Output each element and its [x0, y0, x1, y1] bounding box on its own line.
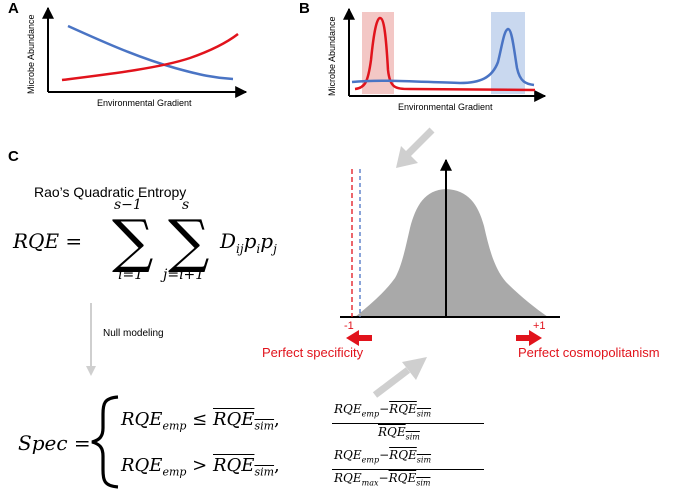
case2-fraction-bar — [332, 469, 484, 470]
case2-den-b: RQE — [388, 471, 417, 485]
rqe-p1-sub: i — [256, 242, 261, 256]
tick-plus-one: +1 — [533, 320, 546, 332]
perfect-specificity-label: Perfect specificity — [262, 345, 364, 360]
panel-a-letter: A — [8, 0, 19, 17]
panel-b-xlabel: Environmental Gradient — [398, 102, 493, 112]
case1-right-sub: sim — [254, 419, 275, 433]
case2-right-wrap: RQEsim — [213, 455, 275, 479]
case2-left: RQE — [121, 455, 163, 476]
rqe-sum2-upper: s — [182, 197, 190, 213]
case1-num-b-wrap: RQEsim — [389, 402, 432, 419]
case2-den-b-sub: sim — [416, 478, 431, 488]
rqe-sum1-lower: i=1 — [118, 267, 144, 283]
rqe-p1: p — [243, 229, 257, 253]
case1-left-sub: emp — [162, 419, 187, 433]
panel-a-red-curve — [61, 33, 239, 82]
null-distribution — [355, 189, 548, 317]
rqe-summand: Dijpipj — [220, 229, 277, 256]
case1-num-a: RQE — [334, 402, 362, 416]
spec-case2-numerator: RQEemp−RQEsim — [334, 448, 431, 464]
rqe-lhs: RQE = — [13, 229, 83, 253]
spec-case2-denominator: RQEmax−RQEsim — [334, 471, 430, 487]
case2-left-sub: emp — [162, 465, 187, 479]
panel-b-axes — [343, 7, 547, 102]
spec-case2-condition: RQEemp > RQEsim, — [121, 455, 280, 479]
rqe-sum1-upper: s−1 — [114, 197, 142, 213]
gray-arrow-bottom — [372, 357, 427, 398]
rqe-sum2-sigma: ∑ — [168, 207, 210, 275]
spec-case1-denominator: RQEsim — [378, 425, 420, 441]
panel-a-ylabel: Microbe Abundance — [26, 14, 36, 94]
perfect-cosmopolitanism-label: Perfect cosmopolitanism — [518, 345, 660, 360]
case1-right-wrap: RQEsim — [213, 409, 275, 433]
case1-comma: , — [274, 409, 280, 430]
case1-fraction-bar — [332, 423, 484, 424]
case2-num-b-wrap: RQEsim — [389, 448, 432, 465]
case1-op: ≤ — [192, 409, 208, 430]
spec-case1-numerator: RQEemp−RQEsim — [334, 402, 431, 418]
case2-right-sub: sim — [254, 465, 275, 479]
spec-case1-condition: RQEemp ≤ RQEsim, — [121, 409, 280, 433]
panel-a-axes — [42, 6, 248, 98]
case2-num-a-sub: emp — [361, 455, 380, 465]
case1-num-b-sub: sim — [416, 409, 432, 419]
case1-den-sub: sim — [405, 432, 420, 442]
panel-b-blue-band — [491, 12, 525, 94]
panel-b-letter: B — [299, 0, 310, 17]
panel-b-red-curve — [354, 16, 536, 92]
rqe-d-sub: ij — [236, 242, 244, 256]
rqe-sum1-sigma: ∑ — [112, 207, 154, 275]
panel-c-letter: C — [8, 148, 19, 165]
rqe-title: Rao’s Quadratic Entropy — [34, 184, 187, 200]
case2-op: > — [192, 455, 208, 476]
case2-num-b: RQE — [389, 448, 417, 462]
rqe-p2: p — [260, 229, 274, 253]
rqe-d: D — [220, 229, 237, 253]
panel-a-xlabel: Environmental Gradient — [97, 98, 192, 108]
case1-num-minus: − — [379, 402, 390, 416]
case2-den-a: RQE — [334, 471, 362, 485]
specificity-arrow — [346, 330, 372, 346]
case1-den: RQE — [378, 425, 406, 439]
case2-num-b-sub: sim — [416, 455, 432, 465]
panel-b-blue-curve — [351, 27, 535, 87]
panel-a-blue-curve — [67, 24, 234, 81]
case2-den-a-sub: max — [361, 478, 379, 488]
case1-den-wrap: RQEsim — [378, 425, 420, 442]
rqe-p2-sub: j — [273, 242, 277, 256]
panel-b-ylabel: Microbe Abundance — [327, 16, 337, 96]
tick-minus-one: -1 — [344, 320, 354, 332]
case2-num-a: RQE — [334, 448, 362, 462]
null-modeling-label: Null modeling — [103, 328, 164, 339]
spec-lhs: Spec = — [18, 431, 91, 455]
case2-comma: , — [274, 455, 280, 476]
case2-den-minus: − — [378, 471, 389, 485]
case2-right: RQE — [213, 455, 255, 476]
case1-right: RQE — [213, 409, 255, 430]
gray-arrow-top — [396, 127, 435, 168]
case1-num-b: RQE — [389, 402, 417, 416]
cases-brace — [91, 395, 119, 489]
case1-left: RQE — [121, 409, 163, 430]
case2-den-b-wrap: RQEsim — [388, 471, 431, 488]
rqe-sum2-lower: j=i+1 — [163, 267, 205, 283]
null-modeling-arrow — [86, 303, 96, 376]
cosmopolitanism-arrow — [516, 330, 542, 346]
case2-num-minus: − — [379, 448, 390, 462]
case1-num-a-sub: emp — [361, 409, 380, 419]
